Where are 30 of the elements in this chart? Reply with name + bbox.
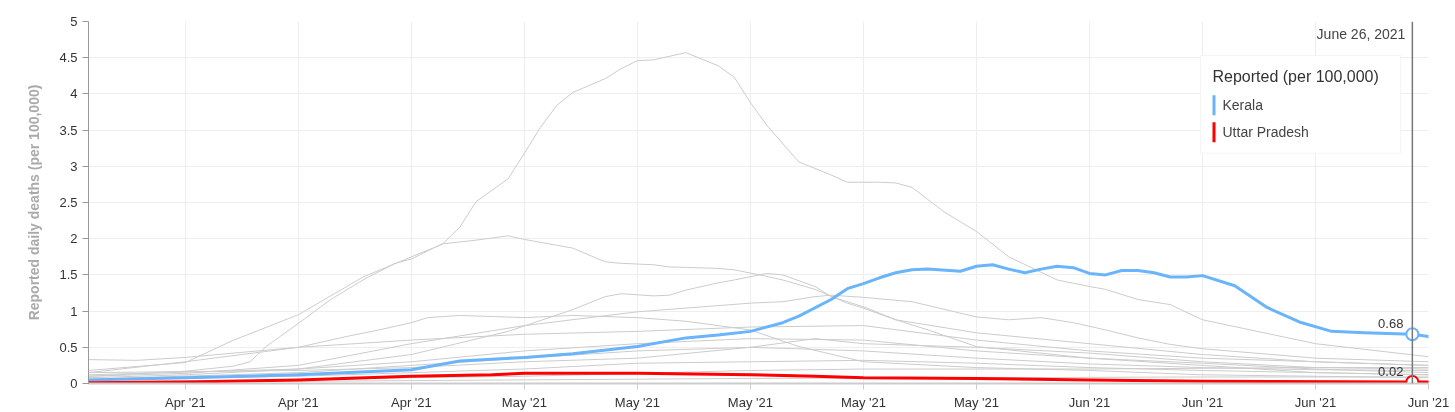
y-tick-label: 1.5 (59, 267, 78, 283)
x-tick-label: Apr '21 (164, 394, 206, 410)
x-tick-label: Jun '21 (1068, 394, 1111, 410)
x-tick-label: May '21 (840, 394, 887, 410)
y-tick-label: 4.5 (59, 50, 78, 66)
x-tick-label: May '21 (501, 394, 547, 410)
x-tick-label: Jun '21 (1407, 394, 1450, 410)
x-tick-label: May '21 (614, 394, 660, 410)
legend-label: Kerala (1222, 97, 1264, 114)
y-tick-label: 3.5 (59, 122, 78, 138)
y-tick-label: 3 (70, 158, 78, 174)
x-tick-label: Apr '21 (391, 394, 432, 410)
y-tick-label: 2.5 (59, 195, 78, 210)
legend-label: Uttar Pradesh (1222, 124, 1309, 141)
data-label: 0.68 (1378, 315, 1404, 331)
legend-title: Reported (per 100,000) (1212, 67, 1379, 85)
x-tick-label: May '21 (953, 394, 1000, 410)
y-axis-title: Reported daily deaths (per 100,000) (26, 84, 43, 321)
data-label: 0.02 (1378, 363, 1404, 379)
x-tick-label: May '21 (727, 394, 773, 410)
x-tick-label: Jun '21 (1181, 394, 1224, 410)
x-tick-label: Jun '21 (1294, 394, 1337, 410)
y-tick-label: 0 (70, 376, 78, 391)
ref-line-label: June 26, 2021 (1316, 25, 1406, 42)
y-tick-label: 4 (70, 86, 78, 102)
y-tick-label: 5 (70, 14, 78, 29)
y-tick-label: 2 (70, 231, 78, 247)
x-tick-label: Apr '21 (277, 394, 319, 410)
y-tick-label: 1 (70, 303, 78, 319)
y-tick-label: 0.5 (59, 339, 78, 355)
